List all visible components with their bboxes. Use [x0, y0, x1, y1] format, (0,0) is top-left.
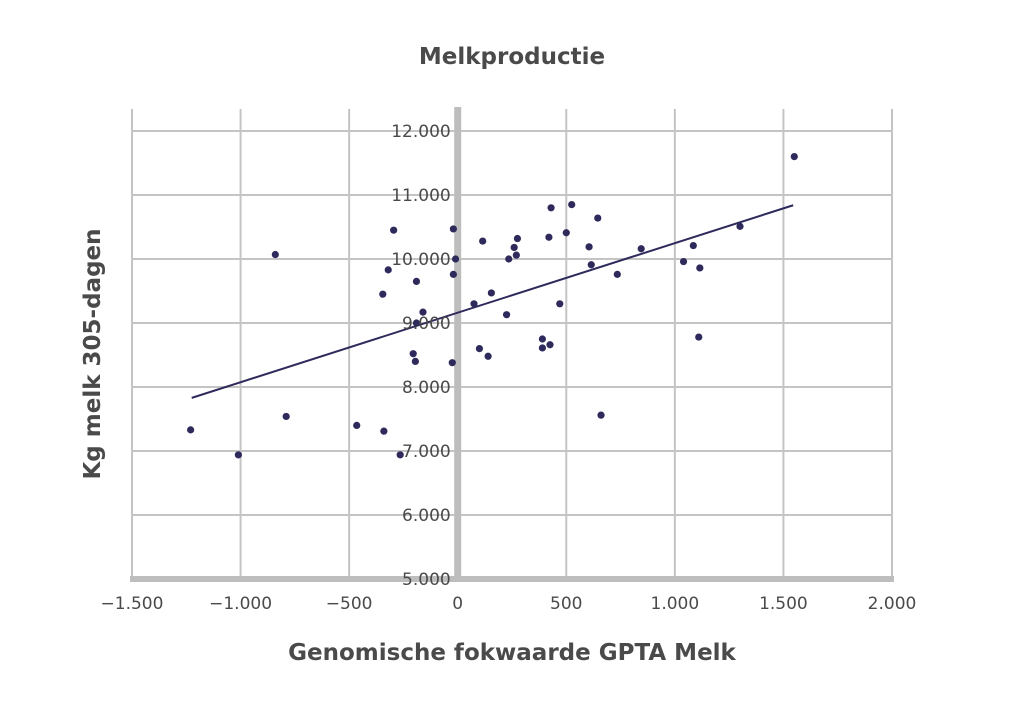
data-point	[637, 245, 645, 253]
trendline	[191, 204, 794, 399]
data-point	[271, 250, 279, 259]
data-point	[449, 225, 457, 233]
x-axis-label: Genomische fokwaarde GPTA Melk	[288, 640, 736, 666]
data-point	[396, 451, 404, 459]
data-point	[187, 426, 195, 434]
data-point	[594, 214, 602, 222]
x-tick-label: 1.500	[759, 594, 808, 614]
y-tick-label: 8.000	[402, 378, 451, 398]
x-tick-label: 0	[452, 594, 463, 614]
data-point	[547, 204, 555, 212]
data-point	[475, 345, 484, 353]
data-point	[538, 335, 547, 343]
trendline-group	[191, 204, 794, 399]
y-axis-label: Kg melk 305-dagen	[80, 228, 106, 480]
grid-lines	[130, 107, 894, 582]
x-tick-label: −1.500	[101, 594, 164, 614]
data-point	[613, 270, 621, 278]
x-tick-label: 1.000	[651, 594, 700, 614]
data-point	[451, 255, 460, 263]
data-point	[545, 233, 553, 241]
data-point	[412, 277, 421, 285]
data-point	[449, 270, 457, 278]
y-tick-label: 5.000	[402, 570, 451, 590]
data-point	[562, 229, 570, 237]
data-point	[384, 266, 392, 274]
data-point	[409, 350, 417, 358]
data-point	[556, 300, 564, 308]
data-points	[187, 153, 798, 459]
data-point	[696, 264, 704, 272]
x-tick-label: −1.000	[209, 594, 272, 614]
y-tick-label: 12.000	[391, 122, 450, 142]
data-point	[736, 222, 744, 230]
y-tick-labels: 5.000 6.000 7.000 8.000 9.000 10.000 11.000 12.…	[391, 122, 450, 590]
chart-title: Melkproductie	[418, 44, 606, 70]
data-point	[587, 261, 595, 269]
y-tick-label: 6.000	[402, 506, 451, 526]
data-point	[597, 411, 605, 419]
data-point	[487, 289, 495, 297]
data-point	[282, 412, 290, 421]
y-tick-label: 11.000	[391, 186, 450, 206]
data-point	[411, 357, 419, 365]
data-point	[679, 257, 688, 266]
data-point	[234, 451, 242, 459]
data-point	[448, 359, 456, 367]
y-tick-label: 7.000	[402, 442, 451, 462]
data-point	[353, 421, 361, 429]
x-tick-label: −500	[326, 594, 373, 614]
data-point	[479, 237, 487, 245]
data-point	[380, 427, 388, 435]
data-point	[568, 201, 576, 209]
data-point	[689, 241, 697, 250]
data-point	[379, 290, 387, 298]
data-point	[546, 341, 554, 349]
data-point	[412, 319, 421, 327]
data-point	[502, 311, 511, 319]
data-point	[484, 352, 492, 360]
y-tick-label: 9.000	[402, 314, 451, 334]
data-point	[585, 243, 593, 251]
data-point	[695, 333, 703, 341]
data-point	[538, 344, 547, 352]
data-point	[512, 251, 520, 259]
data-point	[790, 153, 798, 161]
x-tick-label: 500	[550, 594, 582, 614]
x-tick-label: 2.000	[868, 594, 917, 614]
data-point	[513, 234, 522, 243]
x-tick-labels: −1.500 −1.000 −500 0 500 1.000 1.500 2.000	[101, 594, 917, 614]
data-point	[510, 243, 518, 252]
data-point	[505, 255, 513, 263]
data-point	[470, 300, 478, 308]
data-point	[419, 308, 427, 316]
data-point	[390, 226, 398, 234]
y-tick-label: 10.000	[391, 250, 450, 270]
